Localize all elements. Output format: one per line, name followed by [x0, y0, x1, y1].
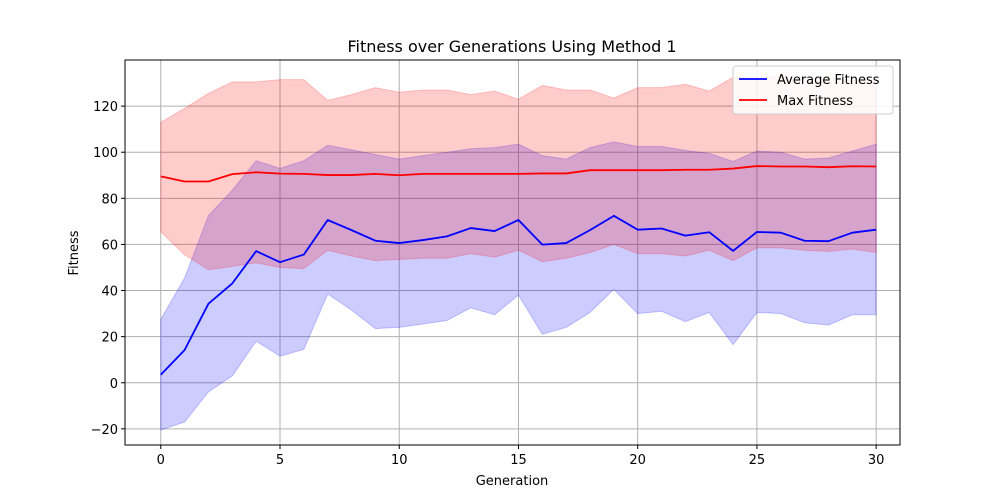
- y-tick-label: 80: [101, 192, 118, 207]
- x-tick-label: 30: [868, 453, 885, 468]
- legend-label: Max Fitness: [777, 94, 853, 109]
- x-tick-label: 5: [276, 453, 284, 468]
- axis-ticks: 0 5 10 15 20 25 30 −20 0 20 40 60 80 100 120: [91, 100, 885, 468]
- x-tick-label: 20: [629, 453, 646, 468]
- y-tick-label: 100: [93, 146, 118, 161]
- x-tick-label: 15: [510, 453, 527, 468]
- legend: Average Fitness Max Fitness: [732, 65, 894, 115]
- grid: [125, 60, 900, 445]
- y-axis-label: Fitness: [67, 230, 82, 275]
- x-tick-label: 0: [157, 453, 165, 468]
- series-lines: [160, 165, 877, 376]
- plot-frame: [124, 59, 901, 446]
- confidence-bands: [160, 75, 877, 431]
- y-tick-label: −20: [91, 423, 118, 438]
- x-tick-label: 10: [391, 453, 408, 468]
- line-average-fitness: [160, 214, 877, 376]
- y-tick-label: 0: [110, 377, 118, 392]
- band-average-fitness: [160, 141, 877, 431]
- y-tick-label: 20: [101, 331, 118, 346]
- y-tick-label: 40: [101, 285, 118, 300]
- x-tick-label: 25: [749, 453, 766, 468]
- chart-title: Fitness over Generations Using Method 1: [347, 37, 676, 56]
- legend-label: Average Fitness: [777, 73, 880, 88]
- line-max-fitness: [160, 165, 877, 183]
- y-tick-label: 60: [101, 238, 118, 253]
- y-tick-label: 120: [93, 100, 118, 115]
- legend-box: [732, 65, 894, 115]
- band-max-fitness: [160, 75, 877, 271]
- x-axis-label: Generation: [476, 474, 549, 489]
